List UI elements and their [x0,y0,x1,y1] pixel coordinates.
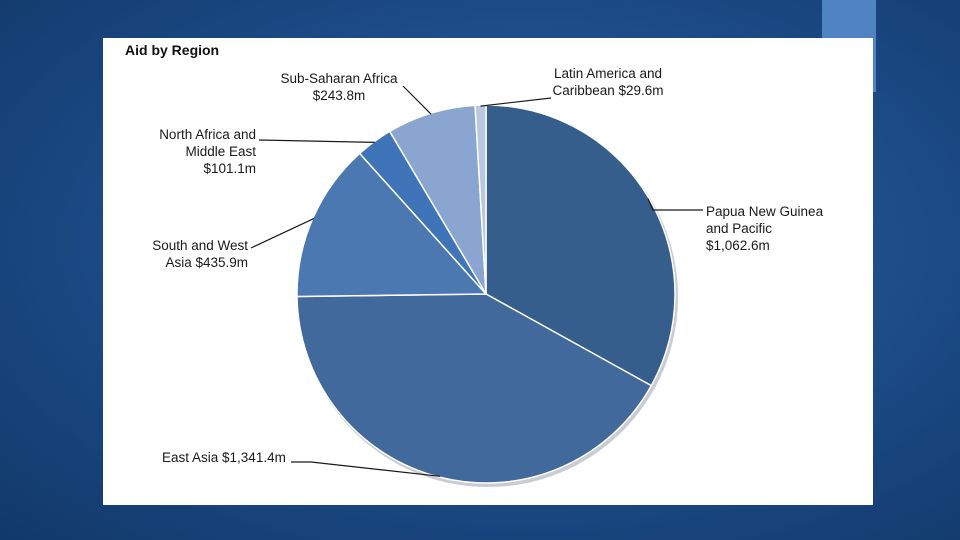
slice-data-label: North Africa and Middle East $101.1m [159,127,256,176]
label-leader-line [480,97,552,107]
label-leader-line [402,85,432,115]
slice-data-label: Papua New Guinea and Pacific $1,062.6m [706,204,824,253]
slice-data-label: East Asia $1,341.4m [162,450,286,465]
pie-chart: Papua New Guinea and Pacific $1,062.6m East… [152,66,824,487]
pie-slice [296,152,488,298]
label-leader-line [250,218,315,249]
label-leader-line [258,139,375,143]
pie-slice [296,293,653,484]
chart-title: Aid by Region [125,42,220,58]
label-leader-line [291,461,441,477]
slice-data-label: Sub-Saharan Africa $243.8m [280,71,398,103]
slice-data-label: South and West Asia $435.9m [152,238,248,270]
pie-slice [485,104,676,387]
label-leader-line [647,198,703,211]
chart-card: Aid by Region Papua New Guinea and Pacifi… [103,38,873,505]
slice-data-label: Latin America and Caribbean $29.6m [552,66,663,98]
